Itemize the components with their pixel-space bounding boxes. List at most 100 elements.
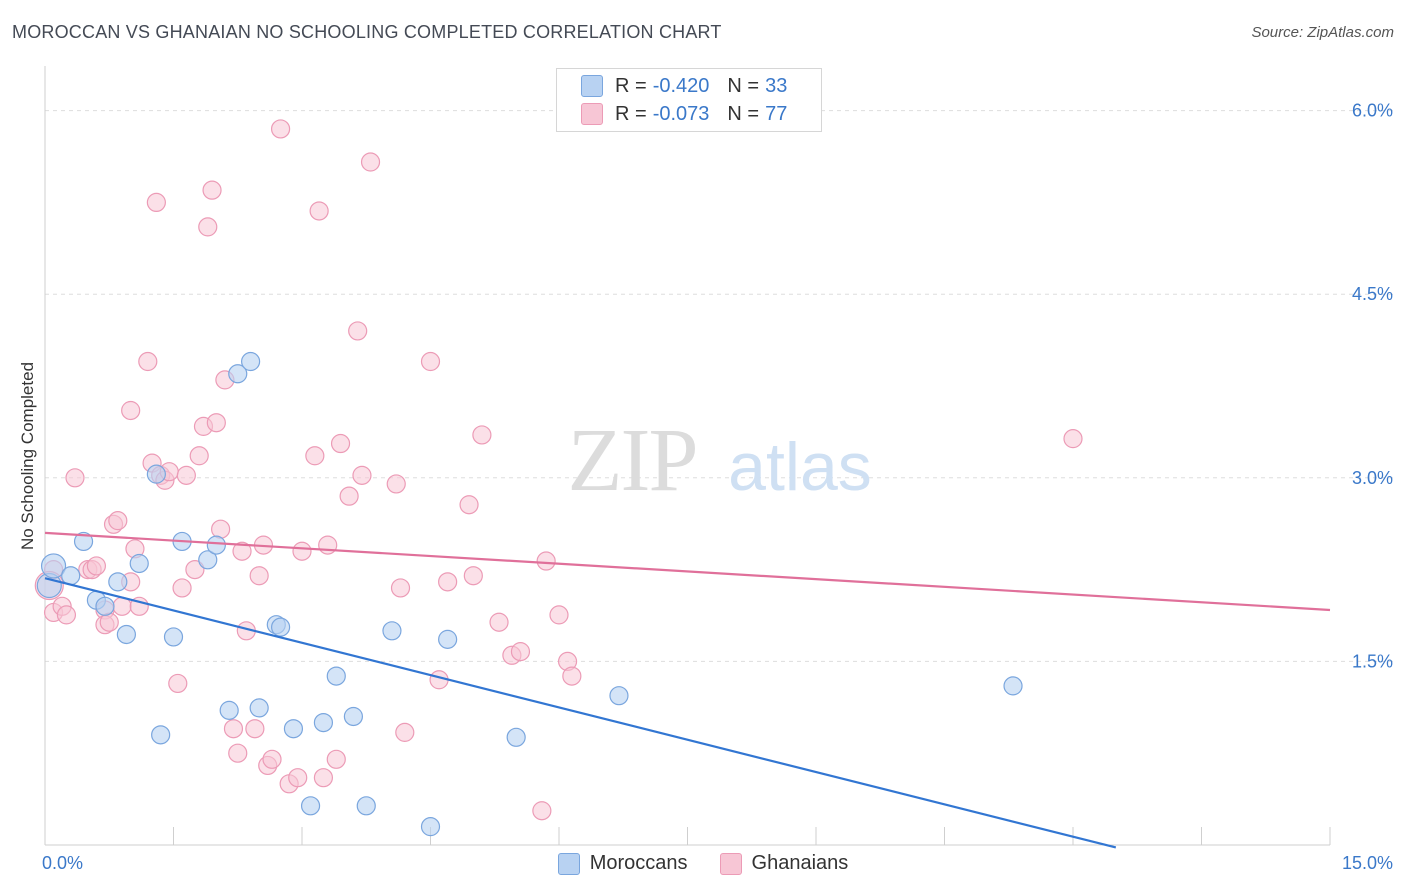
moroccans-point bbox=[1003, 676, 1023, 696]
moroccans-point bbox=[249, 698, 269, 718]
ghanaians-point bbox=[56, 605, 77, 625]
moroccans-point bbox=[95, 596, 115, 616]
ghanaians-point bbox=[172, 578, 192, 598]
legend-label-ghanaians: Ghanaians bbox=[751, 852, 849, 874]
ghanaians-point bbox=[223, 719, 244, 739]
ghanaians-point bbox=[138, 351, 158, 372]
y-axis-label-group: No Schooling Completed bbox=[18, 362, 37, 550]
legend-item-ghanaians[interactable]: Ghanaians bbox=[719, 852, 849, 875]
moroccans-point bbox=[438, 629, 458, 649]
legend-r-value: -0.420 bbox=[652, 74, 710, 97]
moroccans-point bbox=[283, 719, 304, 739]
ghanaians-point bbox=[313, 768, 334, 788]
moroccans-point bbox=[108, 572, 128, 592]
ghanaians-point bbox=[360, 152, 381, 172]
watermark-zip: ZIP bbox=[568, 411, 697, 510]
ghanaians-point bbox=[262, 749, 282, 769]
series-legend: Moroccans Ghanaians bbox=[0, 852, 1406, 875]
ghanaians-point bbox=[99, 612, 119, 632]
moroccans-point bbox=[151, 725, 171, 745]
moroccans-point bbox=[356, 796, 376, 816]
moroccans-point bbox=[163, 627, 184, 647]
ghanaians-point bbox=[459, 495, 479, 515]
moroccans-point bbox=[343, 706, 363, 727]
ghanaians-point bbox=[549, 605, 569, 625]
ghanaians-point bbox=[288, 768, 308, 788]
moroccans-point bbox=[40, 553, 67, 579]
ghanaians-point bbox=[108, 511, 128, 531]
ghanaians-point bbox=[232, 541, 252, 561]
watermark-atlas: atlas bbox=[728, 429, 872, 505]
ghanaians-point bbox=[270, 119, 291, 139]
trend-lines bbox=[44, 531, 1331, 849]
ghanaians-point bbox=[249, 566, 269, 586]
ghanaians-point bbox=[348, 321, 368, 341]
legend-item-moroccans[interactable]: Moroccans bbox=[557, 852, 688, 875]
ghanaians-point bbox=[189, 446, 209, 466]
ghanaians-point bbox=[146, 192, 166, 212]
ghanaians-point bbox=[309, 201, 329, 221]
moroccans-swatch bbox=[581, 75, 603, 97]
ghanaians-point bbox=[228, 743, 248, 763]
ghanaians-point bbox=[168, 673, 188, 694]
x-tick-label: 0.0% bbox=[42, 853, 83, 873]
chart-title: MOROCCAN VS GHANAIAN NO SCHOOLING COMPLE… bbox=[12, 22, 722, 42]
moroccans-point bbox=[313, 712, 334, 733]
legend-n-value: 77 bbox=[765, 102, 788, 125]
y-tick-label: 1.5% bbox=[1352, 651, 1393, 671]
ghanaians-point bbox=[185, 559, 205, 580]
moroccans-point bbox=[129, 553, 149, 574]
moroccans-point bbox=[219, 700, 239, 720]
moroccans-point bbox=[326, 666, 346, 686]
moroccans-trend-line bbox=[44, 577, 1117, 849]
moroccans-point bbox=[382, 621, 402, 641]
y-tick-label: 3.0% bbox=[1352, 468, 1393, 488]
legend-n-label: N = bbox=[727, 102, 760, 125]
ghanaians-point bbox=[121, 400, 141, 421]
ghanaians-point bbox=[326, 749, 346, 769]
stats-legend: R = -0.420 N = 33 R = -0.073 N = 77 bbox=[556, 68, 822, 132]
legend-n-label: N = bbox=[727, 74, 760, 97]
moroccans-point bbox=[146, 464, 166, 484]
y-axis-label: No Schooling Completed bbox=[18, 362, 37, 550]
ghanaians-point bbox=[352, 465, 372, 485]
ghanaians-trend-line bbox=[44, 531, 1331, 612]
y-tick-label: 6.0% bbox=[1352, 101, 1393, 121]
legend-r-value: -0.073 bbox=[652, 102, 710, 125]
moroccans-point bbox=[206, 535, 226, 555]
ghanaians-point bbox=[318, 535, 338, 555]
legend-n-value: 33 bbox=[765, 74, 788, 97]
moroccans-point bbox=[300, 796, 321, 816]
ghanaians-point bbox=[390, 578, 411, 598]
ghanaians-point bbox=[489, 612, 509, 632]
source-label: Source: ZipAtlas.com bbox=[1251, 24, 1394, 41]
y-tick-label: 4.5% bbox=[1352, 284, 1393, 304]
ghanaians-point bbox=[532, 801, 552, 821]
ghanaians-point bbox=[395, 722, 415, 742]
moroccans-point bbox=[228, 364, 248, 384]
ghanaians-point bbox=[562, 666, 582, 686]
ghanaians-point bbox=[330, 433, 351, 454]
ghanaians-swatch bbox=[581, 103, 603, 125]
legend-row-ghanaians: R = -0.073 N = 77 bbox=[581, 101, 787, 127]
ghanaians-point bbox=[292, 541, 312, 561]
ghanaians-point bbox=[1063, 429, 1083, 449]
ghanaians-points bbox=[34, 119, 1083, 821]
ghanaians-point bbox=[305, 446, 325, 466]
moroccans-swatch bbox=[557, 852, 580, 875]
ghanaians-point bbox=[211, 519, 231, 539]
legend-r-label: R = bbox=[615, 102, 647, 125]
moroccans-point bbox=[241, 351, 261, 372]
ghanaians-point bbox=[339, 486, 359, 506]
ghanaians-point bbox=[206, 413, 226, 433]
ghanaians-point bbox=[420, 351, 441, 372]
ghanaians-point bbox=[245, 719, 265, 739]
ghanaians-point bbox=[472, 425, 492, 445]
moroccans-point bbox=[198, 550, 218, 570]
ghanaians-point bbox=[202, 180, 222, 200]
moroccans-point bbox=[609, 686, 629, 706]
ghanaians-point bbox=[198, 217, 218, 237]
legend-label-moroccans: Moroccans bbox=[589, 852, 688, 874]
moroccans-point bbox=[73, 531, 94, 552]
ghanaians-point bbox=[176, 465, 196, 485]
